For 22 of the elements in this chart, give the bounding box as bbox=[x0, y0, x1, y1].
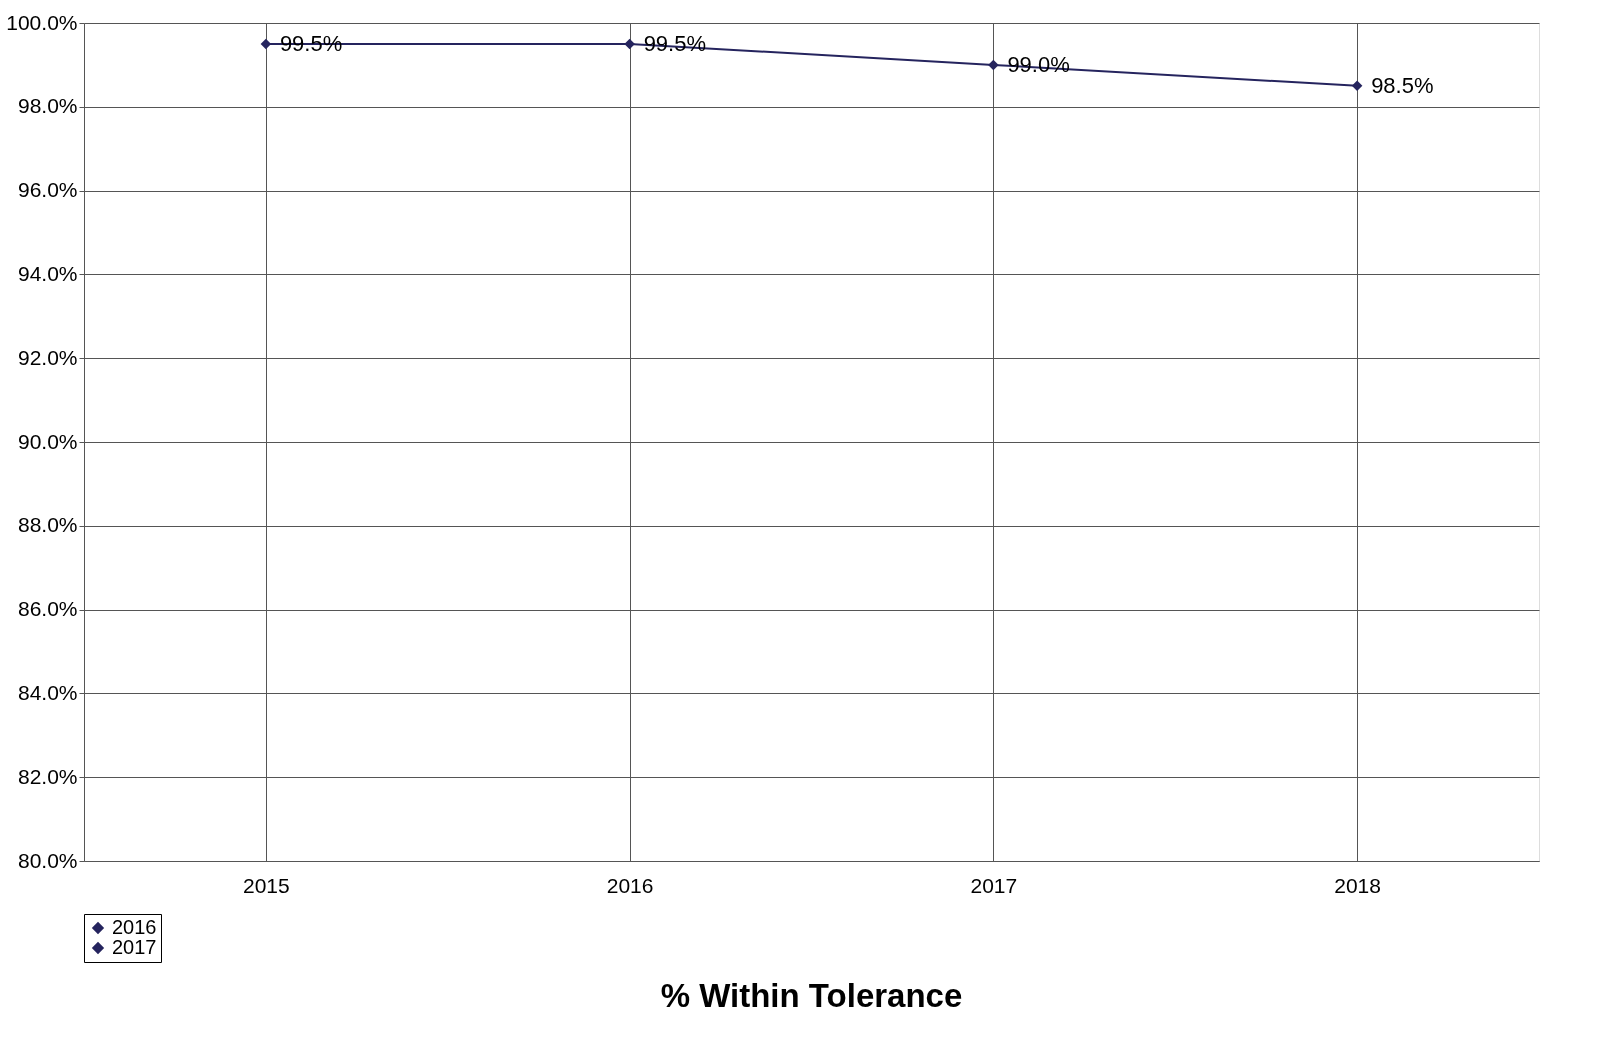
data-label: 98.5% bbox=[1371, 72, 1434, 98]
x-tick-label: 2016 bbox=[606, 873, 654, 897]
text: % Within Tolerance bbox=[660, 976, 963, 1014]
y-tick-label: 86.0% bbox=[17, 597, 78, 621]
y-tick-label: 98.0% bbox=[17, 94, 78, 118]
x-tick-label: 2015 bbox=[243, 873, 290, 897]
y-tick-label: 96.0% bbox=[17, 178, 78, 202]
point bbox=[1351, 80, 1363, 92]
y-tick-label: 84.0% bbox=[17, 680, 78, 704]
y-tick-label: 90.0% bbox=[17, 429, 78, 453]
legend-label: 2016 bbox=[112, 916, 157, 938]
point bbox=[988, 59, 999, 71]
point bbox=[624, 38, 635, 50]
x-tick-label: 2018 bbox=[1334, 873, 1381, 897]
legend-label: 2017 bbox=[112, 936, 157, 958]
x-tick-label: 2017 bbox=[970, 873, 1018, 897]
y-tick-label: 88.0% bbox=[17, 513, 78, 537]
y-tick-label: 82.0% bbox=[17, 764, 78, 788]
y-tick-label: 100.0% bbox=[6, 10, 78, 34]
y-tick-label: 92.0% bbox=[17, 345, 78, 369]
y-tick-label: 80.0% bbox=[17, 848, 78, 872]
y-tick-label: 94.0% bbox=[17, 261, 78, 285]
